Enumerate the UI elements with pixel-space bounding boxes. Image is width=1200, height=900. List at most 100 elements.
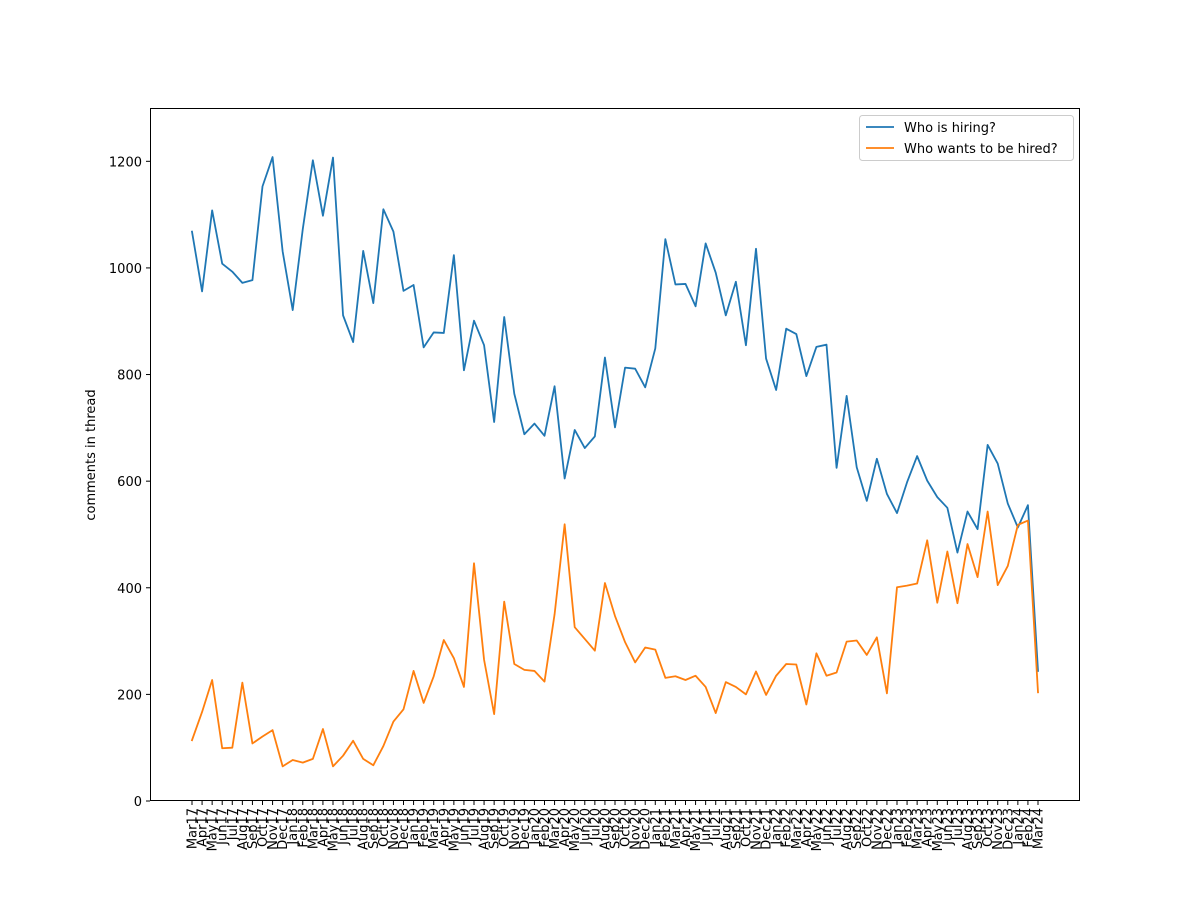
x-tick-label: Jul17 xyxy=(226,808,241,841)
x-tick-label: Sep19 xyxy=(488,808,503,849)
x-tick-label: Apr21 xyxy=(679,808,694,847)
x-tick-label: Mar18 xyxy=(306,808,321,849)
y-tick-label: 400 xyxy=(117,582,142,597)
x-tick-label: Sep20 xyxy=(609,808,624,849)
x-tick-label: Sep22 xyxy=(850,808,865,849)
y-tick-label: 600 xyxy=(117,475,142,490)
x-tick-label: Oct23 xyxy=(981,808,996,847)
x-tick-label: Jun19 xyxy=(457,808,472,846)
x-tick-label: Jul19 xyxy=(468,808,483,841)
x-tick-label: Mar23 xyxy=(911,808,926,849)
x-tick-label: Aug18 xyxy=(357,808,372,850)
x-tick-label: Jan22 xyxy=(770,808,785,846)
plot-area-frame xyxy=(150,108,1080,801)
x-tick-label: Sep21 xyxy=(729,808,744,849)
x-tick-label: Feb19 xyxy=(417,808,432,848)
x-tick-label: May22 xyxy=(810,808,825,851)
x-tick-label: Aug22 xyxy=(840,808,855,850)
x-tick-label: Dec21 xyxy=(760,808,775,850)
x-tick-label: Apr19 xyxy=(437,808,452,847)
y-axis: 0 200 400 600 800 1000 1200 xyxy=(109,155,150,810)
x-tick-label: Jan24 xyxy=(1011,808,1026,846)
x-tick-label: Jan20 xyxy=(528,808,543,846)
x-tick-label: Nov21 xyxy=(750,808,765,850)
x-tick-label: Apr22 xyxy=(800,808,815,847)
x-tick-label: Jan23 xyxy=(891,808,906,846)
x-tick-label: Dec18 xyxy=(397,808,412,850)
x-tick-label: Mar22 xyxy=(790,808,805,849)
x-tick-label: May17 xyxy=(206,808,221,851)
y-tick-label: 200 xyxy=(117,688,142,703)
x-tick-label: Feb20 xyxy=(538,808,553,848)
x-tick-label: Sep17 xyxy=(246,808,261,849)
x-tick-label: May19 xyxy=(447,808,462,851)
x-tick-label: Nov23 xyxy=(991,808,1006,850)
x-tick-label: Dec22 xyxy=(880,808,895,850)
x-tick-label: Feb21 xyxy=(659,808,674,848)
legend-label-1: Who is hiring? xyxy=(904,121,996,136)
x-tick-label: May23 xyxy=(931,808,946,851)
y-tick-label: 1200 xyxy=(109,155,142,170)
x-tick-label: Feb22 xyxy=(780,808,795,848)
x-tick-label: Mar17 xyxy=(186,808,201,849)
x-tick-label: Jul23 xyxy=(951,808,966,841)
legend-label-2: Who wants to be hired? xyxy=(904,142,1058,157)
x-tick-label: Oct17 xyxy=(256,808,271,847)
y-axis-label: comments in thread xyxy=(84,389,99,520)
x-tick-label: Feb24 xyxy=(1021,808,1036,848)
x-tick-label: Dec23 xyxy=(1001,808,1016,850)
x-tick-label: Feb18 xyxy=(296,808,311,848)
x-tick-label: Oct19 xyxy=(498,808,513,847)
x-tick-label: Apr20 xyxy=(558,808,573,847)
x-tick-label: May20 xyxy=(568,808,583,851)
x-tick-label: Jun20 xyxy=(578,808,593,846)
series-line-2 xyxy=(190,510,1039,768)
x-tick-label: Apr23 xyxy=(921,808,936,847)
x-tick-label: Jun22 xyxy=(820,808,835,846)
x-tick-label: Jul20 xyxy=(588,808,603,841)
y-tick-label: 0 xyxy=(134,795,142,810)
x-tick-label: Jul21 xyxy=(709,808,724,841)
x-tick-label: Oct22 xyxy=(860,808,875,847)
x-tick-label: Dec19 xyxy=(518,808,533,850)
x-tick-label: Aug19 xyxy=(478,808,493,850)
x-tick-label: Oct21 xyxy=(739,808,754,847)
x-tick-label: Mar19 xyxy=(427,808,442,849)
x-tick-label: Dec17 xyxy=(276,808,291,850)
x-tick-label: Mar24 xyxy=(1032,808,1047,849)
x-tick-label: Mar20 xyxy=(548,808,563,849)
x-tick-label: Nov17 xyxy=(266,808,281,850)
x-tick-label: Jul22 xyxy=(830,808,845,841)
x-tick-label: Jan21 xyxy=(649,808,664,846)
x-tick-label: Jan18 xyxy=(286,808,301,846)
x-tick-label: Aug20 xyxy=(598,808,613,850)
x-tick-label: Nov22 xyxy=(870,808,885,850)
x-tick-label: Jan19 xyxy=(407,808,422,846)
x-tick-label: Aug21 xyxy=(719,808,734,850)
x-tick-label: Jun23 xyxy=(941,808,956,846)
x-tick-label: Nov20 xyxy=(629,808,644,850)
x-tick-label: Mar21 xyxy=(669,808,684,849)
x-tick-label: Sep23 xyxy=(971,808,986,849)
x-tick-label: Oct20 xyxy=(619,808,634,847)
x-tick-label: Aug23 xyxy=(961,808,976,850)
x-tick-label: Nov18 xyxy=(387,808,402,850)
y-tick-label: 1000 xyxy=(109,262,142,277)
x-tick-label: Jul18 xyxy=(347,808,362,841)
x-tick-label: Dec20 xyxy=(639,808,654,850)
y-tick-label: 800 xyxy=(117,369,142,384)
legend: Who is hiring? Who wants to be hired? xyxy=(859,115,1074,161)
x-tick-label: Apr17 xyxy=(196,808,211,847)
x-tick-label: Feb23 xyxy=(901,808,916,848)
x-tick-label: Jun17 xyxy=(216,808,231,846)
x-tick-label: Aug17 xyxy=(236,808,251,850)
x-tick-label: Jun21 xyxy=(699,808,714,846)
x-tick-label: May21 xyxy=(689,808,704,851)
x-tick-label: Apr18 xyxy=(316,808,331,847)
x-tick-label: Sep18 xyxy=(367,808,382,849)
x-axis: Mar17Apr17May17Jun17Jul17Aug17Sep17Oct17… xyxy=(186,801,1047,851)
series-line-1 xyxy=(190,156,1039,672)
x-tick-label: Oct18 xyxy=(377,808,392,847)
x-tick-label: Jun18 xyxy=(337,808,352,846)
